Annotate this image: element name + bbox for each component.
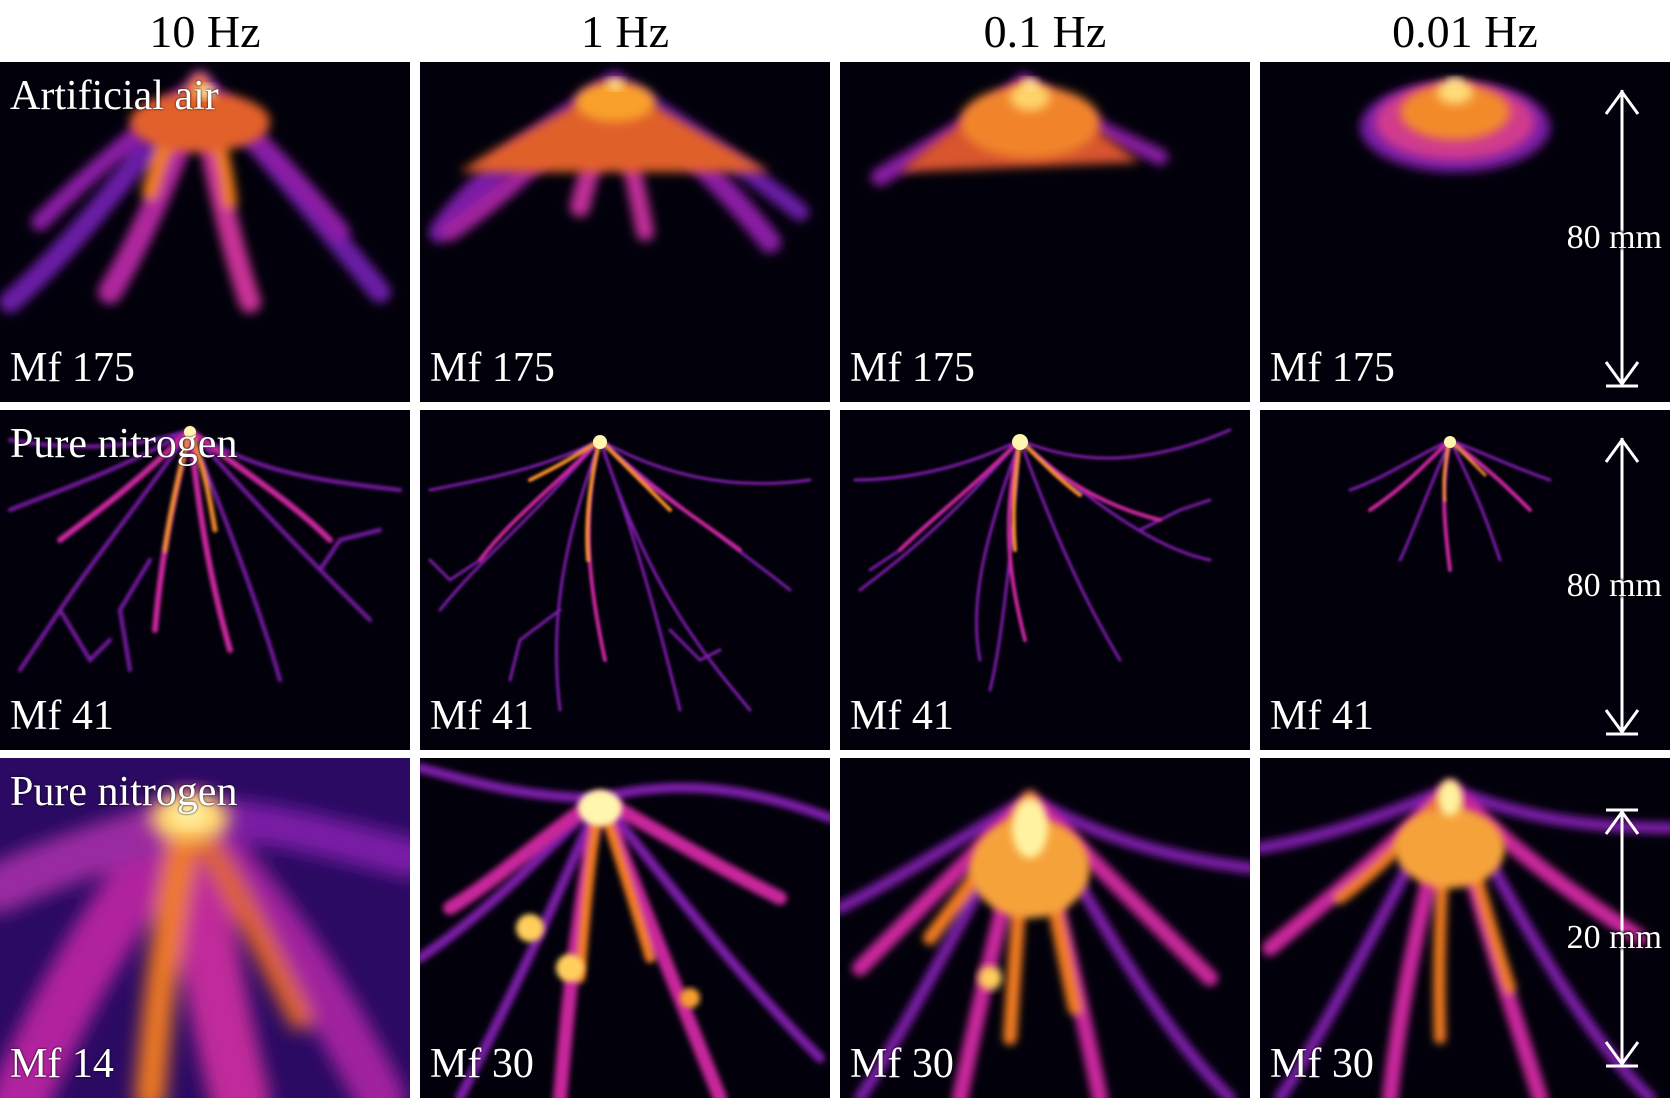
magnification-label: Mf 14 [10,1041,114,1087]
magnification-label: Mf 41 [10,693,114,739]
magnification-label: Mf 175 [430,345,555,391]
scale-label: 80 mm [1566,219,1662,256]
panel-row2-col1: Pure nitrogen Mf 41 [0,410,410,750]
magnification-label: Mf 175 [850,345,975,391]
discharge-image [871,73,1168,186]
discharge-image [1360,78,1550,172]
panel-row3-col4: Mf 30 20 mm [1260,758,1670,1098]
magnification-label: Mf 30 [1270,1041,1374,1087]
panel-row1-col4: Mf 175 80 mm [1260,62,1670,402]
magnification-label: Mf 41 [430,693,534,739]
column-header-0-01hz: 0.01 Hz [1392,6,1538,57]
magnification-label: Mf 41 [850,693,954,739]
discharge-image [1260,780,1670,1098]
discharge-image [1348,436,1552,572]
panel-row2-col2: Mf 41 [420,410,830,750]
discharge-image [0,758,410,1098]
scale-bar-row2 [1592,436,1652,736]
magnification-label: Mf 175 [1270,345,1395,391]
double-arrow-icon [1604,808,1640,1068]
magnification-label: Mf 30 [850,1041,954,1087]
scale-label: 80 mm [1566,567,1662,604]
discharge-image [8,426,402,682]
panel-row1-col1: Artificial air Mf 175 [0,62,410,402]
magnification-label: Mf 30 [430,1041,534,1087]
gas-label-pure-nitrogen: Pure nitrogen [10,421,238,467]
gas-label-pure-nitrogen: Pure nitrogen [10,769,238,815]
panel-row3-col1: Pure nitrogen Mf 14 [0,758,410,1098]
discharge-image [0,70,391,313]
gas-label-artificial-air: Artificial air [10,73,219,119]
discharge-image [428,435,812,712]
panel-row1-col2: Mf 175 [420,62,830,402]
panel-row1-col3: Mf 175 [840,62,1250,402]
double-arrow-icon [1604,89,1640,388]
scale-bar-row3 [1592,808,1652,1068]
panel-row3-col3: Mf 30 [840,758,1250,1098]
column-header-10hz: 10 Hz [149,6,261,57]
magnification-label: Mf 41 [1270,693,1374,739]
discharge-image [420,763,830,1098]
discharge-image [853,428,1232,692]
scale-label: 20 mm [1566,919,1662,956]
column-header-0-1hz: 0.1 Hz [983,6,1107,57]
panel-row2-col4: Mf 41 80 mm [1260,410,1670,750]
panel-row3-col2: Mf 30 [420,758,830,1098]
magnification-label: Mf 175 [10,345,135,391]
column-header-1hz: 1 Hz [580,6,670,57]
panel-row2-col3: Mf 41 [840,410,1250,750]
double-arrow-icon [1604,437,1640,736]
scale-bar-row1 [1592,88,1652,388]
discharge-image [429,71,809,253]
discharge-image [840,790,1250,1098]
